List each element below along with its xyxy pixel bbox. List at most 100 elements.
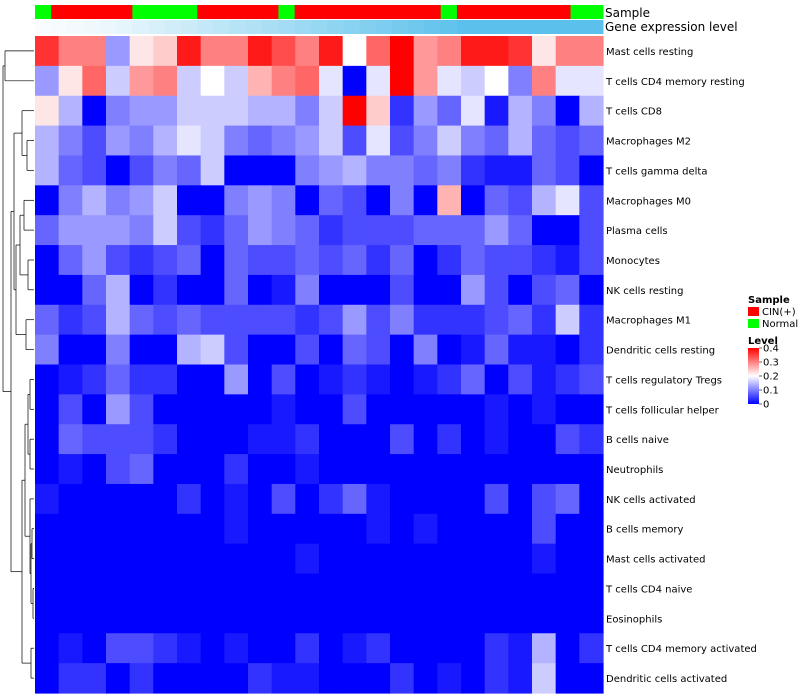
heatmap-cell xyxy=(508,36,533,67)
heatmap-cell xyxy=(129,603,154,634)
heatmap-cell xyxy=(461,454,486,485)
heatmap-cell xyxy=(129,364,154,395)
heatmap-cell xyxy=(413,215,438,246)
heatmap-cell xyxy=(366,125,391,157)
heatmap-cell xyxy=(366,424,391,455)
heatmap-cell xyxy=(342,513,367,545)
heatmap-cell xyxy=(366,245,391,276)
level-tick-label: 0.3 xyxy=(763,358,779,369)
heatmap-cell xyxy=(200,394,225,425)
heatmap-cell xyxy=(106,245,131,276)
heatmap-cell xyxy=(461,65,486,97)
heatmap-cell xyxy=(532,36,557,67)
row-label: B cells naive xyxy=(606,435,669,446)
heatmap-cell xyxy=(413,364,438,395)
heatmap-cell xyxy=(342,334,367,366)
heatmap-cell xyxy=(106,364,131,395)
heatmap-cell xyxy=(129,65,154,97)
heatmap-cell xyxy=(579,394,604,425)
heatmap-cell xyxy=(35,573,60,605)
heatmap-cell xyxy=(82,334,107,366)
heatmap-cell xyxy=(35,245,60,276)
heatmap-cell xyxy=(532,274,557,306)
heatmap-cell xyxy=(200,364,225,395)
heatmap-cell xyxy=(153,36,178,67)
sample-annotation-cell xyxy=(148,5,166,19)
heatmap-cell xyxy=(532,633,557,664)
sample-annotation-cell xyxy=(473,5,490,19)
gene-expression-annotation-cell xyxy=(35,20,52,34)
heatmap-cell xyxy=(58,603,83,634)
heatmap-cell xyxy=(366,543,391,575)
heatmap-cell xyxy=(555,215,580,246)
heatmap-cell xyxy=(390,454,415,485)
gene-expression-annotation-cell xyxy=(197,20,215,34)
row-label: B cells memory xyxy=(606,525,683,536)
row-label: NK cells resting xyxy=(606,286,683,297)
heatmap-cell xyxy=(579,36,604,67)
heatmap-cell xyxy=(200,334,225,366)
heatmap-cell xyxy=(532,334,557,366)
heatmap-cell xyxy=(106,36,131,67)
heatmap-cell xyxy=(106,483,131,515)
heatmap-cell xyxy=(129,304,154,336)
row-label: Macrophages M1 xyxy=(606,316,691,327)
gene-expression-annotation-cell xyxy=(343,20,361,34)
heatmap-cell xyxy=(82,155,107,186)
heatmap-cell xyxy=(508,245,533,276)
heatmap-cell xyxy=(58,155,83,186)
heatmap-cell xyxy=(390,65,415,97)
heatmap-cell xyxy=(271,65,296,97)
heatmap-cell xyxy=(295,633,320,664)
heatmap-cell xyxy=(82,36,107,67)
heatmap-cell xyxy=(224,513,249,545)
heatmap-cell xyxy=(271,424,296,455)
heatmap-cell xyxy=(555,65,580,97)
heatmap-cell xyxy=(82,364,107,395)
heatmap-cell xyxy=(366,185,391,216)
heatmap-cell xyxy=(461,364,486,395)
heatmap-cell xyxy=(319,125,344,157)
heatmap-cell xyxy=(555,304,580,336)
heatmap-cell xyxy=(508,483,533,515)
heatmap-cell xyxy=(532,394,557,425)
heatmap-cell xyxy=(129,394,154,425)
heatmap-cell xyxy=(508,304,533,336)
heatmap-cell xyxy=(579,424,604,455)
heatmap-cell xyxy=(342,274,367,306)
heatmap-cell xyxy=(271,95,296,127)
heatmap-cell xyxy=(106,663,131,694)
heatmap-cell xyxy=(413,304,438,336)
heatmap-cell xyxy=(342,573,367,605)
heatmap-cell xyxy=(413,245,438,276)
sample-annotation-cell xyxy=(343,5,361,19)
row-label: T cells CD4 memory activated xyxy=(605,644,757,655)
heatmap-cell xyxy=(508,215,533,246)
heatmap-cell xyxy=(153,573,178,605)
heatmap-cell xyxy=(555,334,580,366)
row-label: Mast cells activated xyxy=(606,555,705,566)
sample-annotation-cell xyxy=(245,5,263,19)
heatmap-cell xyxy=(271,304,296,336)
heatmap-cell xyxy=(295,573,320,605)
heatmap-cell xyxy=(224,603,249,634)
heatmap-cell xyxy=(484,513,509,545)
heatmap-cell xyxy=(461,245,486,276)
heatmap-cell xyxy=(153,125,178,157)
heatmap-cell xyxy=(342,603,367,634)
heatmap-cell xyxy=(58,36,83,67)
row-label: Macrophages M0 xyxy=(606,196,691,207)
heatmap-cell xyxy=(461,543,486,575)
heatmap-cell xyxy=(508,424,533,455)
heatmap-cell xyxy=(532,155,557,186)
gene-expression-annotation-cell xyxy=(181,20,198,34)
heatmap-cell xyxy=(129,125,154,157)
heatmap-cell xyxy=(153,394,178,425)
heatmap-cell xyxy=(579,274,604,306)
sample-annotation-cell xyxy=(359,5,377,19)
heatmap-cell xyxy=(461,334,486,366)
heatmap-cell xyxy=(106,274,131,306)
heatmap-cell xyxy=(532,424,557,455)
heatmap-cell xyxy=(129,513,154,545)
